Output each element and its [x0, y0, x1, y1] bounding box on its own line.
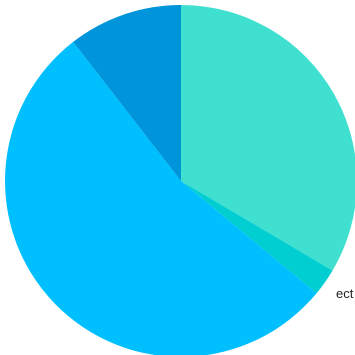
pie-slice-1: [181, 5, 355, 271]
pie-slice-4: [73, 5, 181, 181]
pie-slice-3: [5, 41, 317, 355]
pie-slice-2: [181, 181, 333, 294]
pie-slices: [5, 5, 355, 355]
slice-label-partial: ect: [336, 286, 354, 301]
